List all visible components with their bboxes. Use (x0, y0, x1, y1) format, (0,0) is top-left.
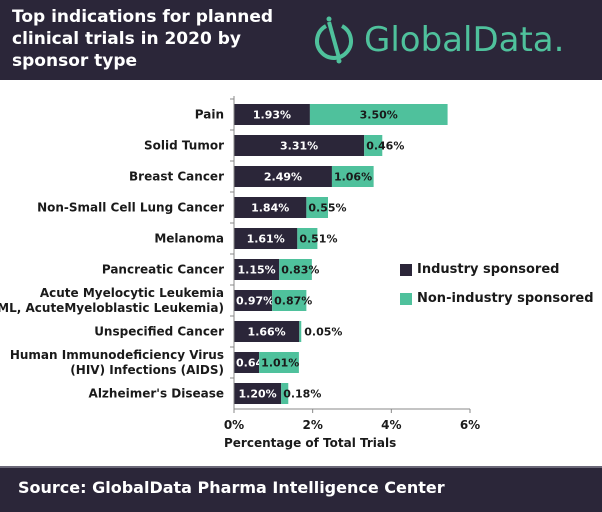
legend-item-non-industry: Non-industry sponsored (400, 291, 594, 306)
data-label-non-industry: 0.55% (308, 202, 346, 215)
header-band: Top indications for planned clinical tri… (0, 0, 602, 80)
bar-industry (234, 104, 310, 125)
legend-swatch-non-industry (400, 292, 412, 305)
bar-non-industry (281, 383, 289, 404)
data-label-non-industry: 1.01% (261, 357, 299, 370)
legend-swatch-industry (400, 263, 412, 276)
data-label-industry: 1.66% (248, 326, 286, 339)
footer-band: Source: GlobalData Pharma Intelligence C… (0, 466, 602, 512)
category-label: Solid Tumor (144, 139, 224, 153)
category-label: (AML, AcuteMyeloblastic Leukemia) (0, 301, 224, 315)
data-label-industry: 1.15% (238, 264, 276, 277)
bar-non-industry (306, 197, 329, 218)
x-tick-label: 2% (302, 418, 322, 432)
logo-text: GlobalData. (364, 20, 565, 60)
globaldata-logo-icon (315, 16, 353, 64)
bar-non-industry (331, 166, 374, 187)
category-label: Human Immunodeficiency Virus (10, 348, 224, 362)
data-label-non-industry: 0.87% (274, 295, 312, 308)
legend-label-non-industry: Non-industry sponsored (417, 291, 594, 306)
globaldata-logo: GlobalData. (312, 14, 564, 66)
category-label: Pain (195, 108, 224, 122)
legend-label-industry: Industry sponsored (417, 262, 560, 277)
data-label-non-industry: 0.51% (299, 233, 337, 246)
data-label-non-industry: 0.83% (281, 264, 319, 277)
data-label-industry: 1.93% (253, 109, 291, 122)
data-label-non-industry: 3.50% (360, 109, 398, 122)
data-label-industry: 1.20% (239, 388, 277, 401)
category-label: Pancreatic Cancer (102, 263, 224, 277)
x-tick-label: 6% (460, 418, 480, 432)
data-label-industry: 2.49% (264, 171, 302, 184)
data-label-industry: 1.61% (247, 233, 285, 246)
data-label-non-industry: 0.05% (304, 326, 342, 339)
bar-industry (234, 166, 332, 187)
data-label-non-industry: 0.18% (283, 388, 321, 401)
x-tick-label: 4% (381, 418, 401, 432)
chart-title: Top indications for planned clinical tri… (12, 7, 274, 71)
bar-industry (234, 228, 298, 249)
bar-industry (234, 135, 365, 156)
bar-chart: Pain 1.93% 3.50% Solid Tumor 3.31% 0.46% Breas… (0, 96, 480, 450)
bar-non-industry (279, 259, 312, 280)
category-label: Breast Cancer (129, 170, 224, 184)
category-label: Alzheimer's Disease (89, 387, 224, 401)
category-label: (HIV) Infections (AIDS) (70, 363, 224, 377)
bar-non-industry (259, 352, 299, 373)
category-label: Unspecified Cancer (94, 325, 224, 339)
x-tick-label: 0% (224, 418, 244, 432)
bar-industry (234, 197, 307, 218)
data-label-industry: 3.31% (280, 140, 318, 153)
legend-item-industry: Industry sponsored (400, 262, 559, 277)
bar-non-industry (297, 228, 318, 249)
source-text: Source: GlobalData Pharma Intelligence C… (18, 478, 445, 497)
bar-industry (234, 383, 282, 404)
bar-non-industry (364, 135, 383, 156)
category-label: Non-Small Cell Lung Cancer (37, 201, 224, 215)
bar-industry (234, 352, 260, 373)
bar-industry (234, 321, 300, 342)
bar-non-industry (299, 321, 302, 342)
data-label-non-industry: 0.46% (366, 140, 404, 153)
data-label-industry: 1.84% (251, 202, 289, 215)
bar-non-industry (309, 104, 448, 125)
x-axis-label: Percentage of Total Trials (224, 436, 396, 450)
bar-industry (234, 290, 273, 311)
data-label-non-industry: 1.06% (334, 171, 372, 184)
bar-industry (234, 259, 280, 280)
data-label-industry: 0.97% (236, 295, 274, 308)
bar-non-industry (272, 290, 307, 311)
category-label: Melanoma (154, 232, 224, 246)
category-label: Acute Myelocytic Leukemia (40, 286, 224, 300)
